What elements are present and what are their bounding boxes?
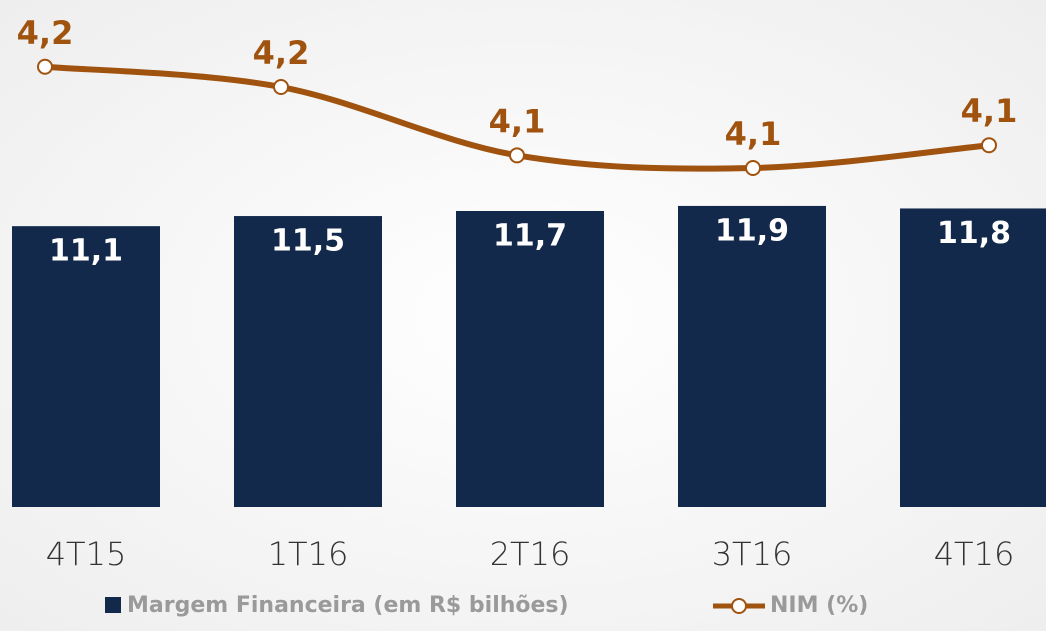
bar <box>900 208 1046 507</box>
legend-label: Margem Financeira (em R$ bilhões) <box>127 593 569 618</box>
bar-label: 11,8 <box>937 216 1011 251</box>
x-tick-label: 3T16 <box>712 535 793 573</box>
bar <box>456 210 604 508</box>
line-label: 4,1 <box>961 92 1018 130</box>
x-tick-label: 2T16 <box>490 535 571 573</box>
line-marker <box>273 79 289 96</box>
line-label: 4,2 <box>253 34 310 72</box>
bar-label: 11,9 <box>715 213 789 248</box>
bar-label: 11,1 <box>49 234 123 269</box>
line-label: 4,1 <box>489 102 546 140</box>
legend-label: NIM (%) <box>770 593 868 618</box>
legend-swatch <box>105 597 121 613</box>
line-marker <box>745 159 761 176</box>
line-marker <box>981 137 997 154</box>
x-tick-label: 1T16 <box>268 535 349 573</box>
bar <box>234 216 382 508</box>
line-marker <box>509 147 525 164</box>
x-tick-label: 4T16 <box>934 535 1015 573</box>
line-label: 4,2 <box>17 14 74 52</box>
bar-label: 11,7 <box>493 218 567 253</box>
legend-swatch <box>731 598 747 614</box>
line-label: 4,1 <box>725 115 782 153</box>
x-tick-label: 4T15 <box>46 535 127 573</box>
line-marker <box>37 58 53 75</box>
bar <box>12 226 160 508</box>
bar <box>678 205 826 507</box>
bar-label: 11,5 <box>271 224 345 259</box>
